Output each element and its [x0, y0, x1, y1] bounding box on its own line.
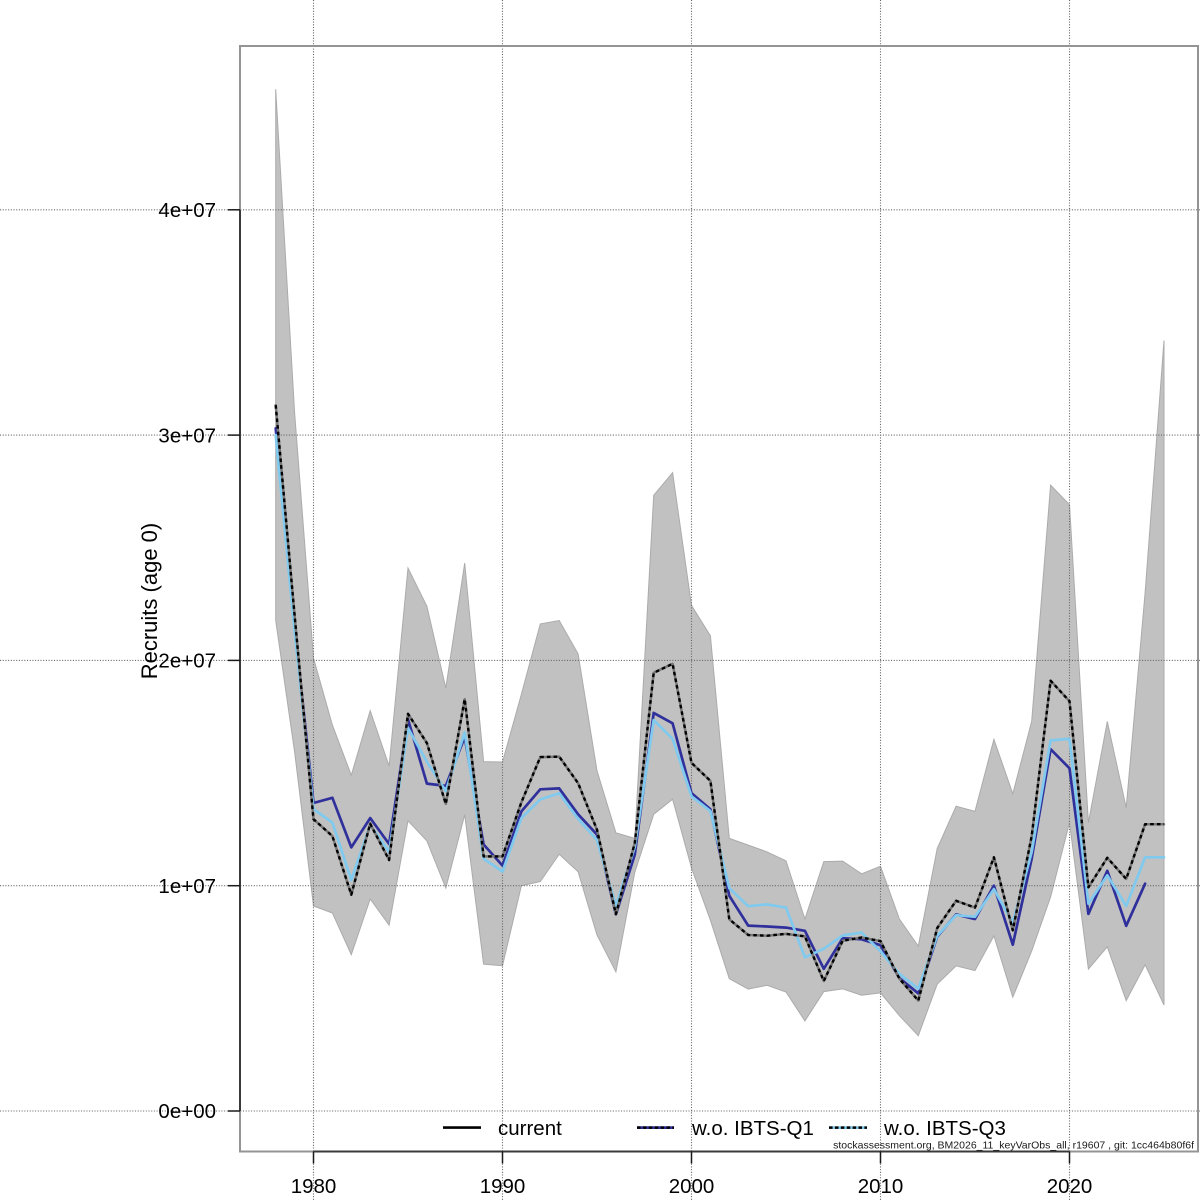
svg-text:0e+00: 0e+00	[158, 1100, 216, 1123]
svg-text:4e+07: 4e+07	[158, 199, 216, 222]
svg-text:w.o. IBTS-Q3: w.o. IBTS-Q3	[883, 1117, 1006, 1140]
svg-text:w.o. IBTS-Q1: w.o. IBTS-Q1	[691, 1117, 814, 1140]
svg-text:2020: 2020	[1047, 1175, 1093, 1198]
svg-text:2010: 2010	[858, 1175, 904, 1198]
svg-text:2e+07: 2e+07	[158, 650, 216, 673]
svg-text:stockassessment.org, BM2026_11: stockassessment.org, BM2026_11_keyVarObs…	[833, 1140, 1194, 1152]
svg-text:Recruits (age 0): Recruits (age 0)	[137, 523, 162, 680]
svg-text:1e+07: 1e+07	[158, 875, 216, 898]
svg-text:1990: 1990	[480, 1175, 526, 1198]
svg-text:3e+07: 3e+07	[158, 424, 216, 447]
svg-text:1980: 1980	[291, 1175, 337, 1198]
svg-text:2000: 2000	[669, 1175, 715, 1198]
svg-text:current: current	[498, 1117, 562, 1140]
